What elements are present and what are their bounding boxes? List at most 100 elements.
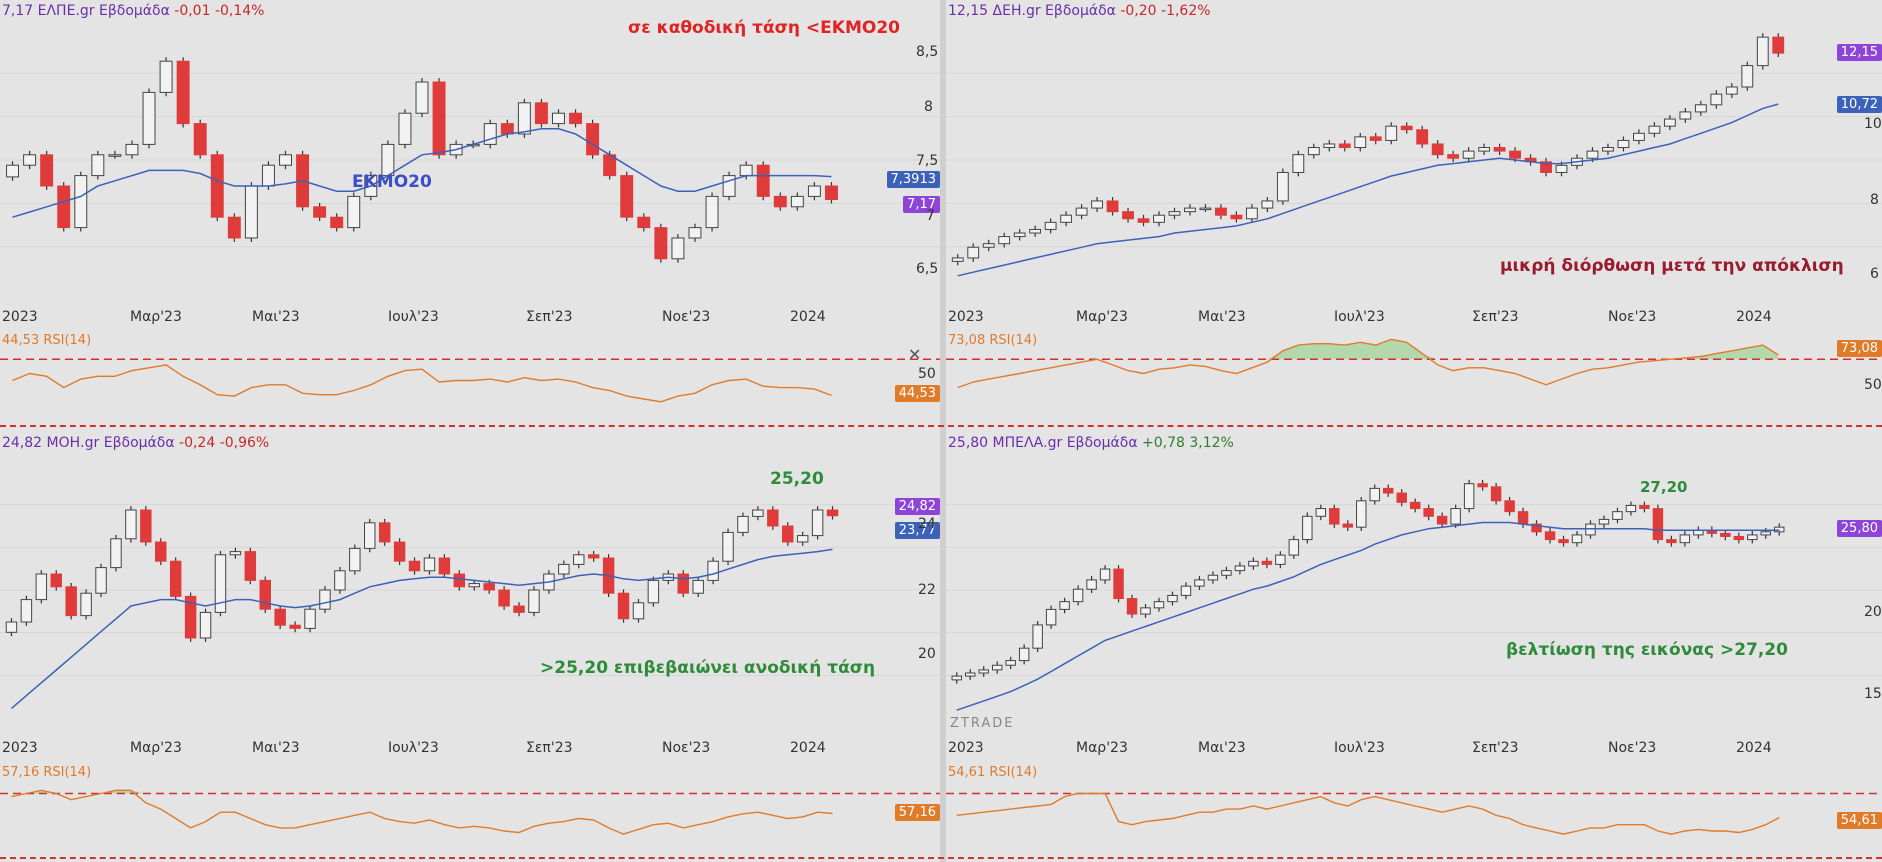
candle-body <box>807 185 821 197</box>
rsi-label: 44,53 RSI(14) <box>2 333 92 348</box>
candle-body <box>1639 504 1650 510</box>
rsi-panel-elpe[interactable]: 44,53 RSI(14) 50 44,53 <box>0 332 940 422</box>
rsi-line <box>957 338 1779 389</box>
header-symbol: ΔΕΗ.gr <box>992 3 1041 19</box>
price-tag-ma: 7,3913 <box>886 171 940 188</box>
y-tick: 7,5 <box>916 153 939 169</box>
chart-panel-mpela[interactable]: 25,80 ΜΠΕΛΑ.gr Εβδομάδα +0,78 3,12% 27,2… <box>946 432 1882 728</box>
candle-body <box>1307 147 1320 156</box>
candle-body <box>1477 483 1488 488</box>
candle-body <box>244 551 257 581</box>
price-tag-ma: 10,72 <box>1836 96 1882 113</box>
header-period: Εβδομάδα <box>1045 3 1116 19</box>
x-tick: Σεπ'23 <box>1472 309 1519 325</box>
chart-panel-moh[interactable]: 24,82 ΜΟΗ.gr Εβδομάδα -0,24 -0,96% 25,20… <box>0 432 940 728</box>
chart-panel-elpe[interactable]: 7,17 ΕΛΠΕ.gr Εβδομάδα -0,01 -0,14% σε κα… <box>0 0 940 300</box>
rsi-chart-moh[interactable] <box>0 764 940 862</box>
candle-body <box>824 185 838 201</box>
candle-body <box>1447 154 1460 159</box>
candle-body <box>1383 487 1394 494</box>
rsi-tag: 44,53 <box>894 385 940 402</box>
price-tag-last: 25,80 <box>1836 520 1882 537</box>
separator-line <box>0 857 1882 859</box>
candle-body <box>752 509 764 517</box>
candle-body <box>1029 228 1042 234</box>
candle-body <box>558 563 570 575</box>
rsi-line <box>12 364 832 403</box>
candle-body <box>393 541 406 562</box>
candle-body <box>1315 508 1327 517</box>
y-tick: 8 <box>924 99 933 115</box>
panel-divider[interactable] <box>940 0 946 862</box>
candle-body <box>5 621 18 633</box>
candle-body <box>737 515 749 533</box>
y-tick: 22 <box>918 582 936 598</box>
chart-panel-deh[interactable]: 12,15 ΔΕΗ.gr Εβδομάδα -0,20 -1,62% μικρή… <box>946 0 1882 300</box>
candle-body <box>1602 147 1614 152</box>
candle-body <box>573 554 585 565</box>
rsi-panel-moh[interactable]: 57,16 RSI(14) 57,16 <box>0 764 940 862</box>
rsi-chart-elpe[interactable] <box>0 332 940 422</box>
y-tick: 7 <box>926 208 935 224</box>
candle-body <box>1180 585 1192 596</box>
candle-body <box>1756 36 1769 67</box>
price-chart-elpe[interactable] <box>0 0 940 300</box>
candle-body <box>1741 65 1754 88</box>
rsi-chart-mpela[interactable] <box>946 764 1882 862</box>
candle-body <box>1292 154 1305 173</box>
candle-body <box>534 102 548 125</box>
x-tick: Ιουλ'23 <box>1334 740 1385 756</box>
candle-body <box>108 154 122 157</box>
candle-body <box>279 154 292 166</box>
candle-body <box>80 592 92 617</box>
candle-body <box>1275 554 1286 565</box>
candle-body <box>978 669 989 674</box>
candle-body <box>1612 511 1623 520</box>
price-chart-mpela[interactable] <box>946 432 1882 728</box>
candle-body <box>155 541 167 562</box>
candle-body <box>261 164 275 187</box>
price-chart-deh[interactable] <box>946 0 1882 300</box>
candle-body <box>1338 143 1351 149</box>
rsi-chart-deh[interactable] <box>946 332 1882 422</box>
candle-body <box>1248 560 1259 567</box>
candle-body <box>1153 214 1165 223</box>
chart-header-elpe: 7,17 ΕΛΠΕ.gr Εβδομάδα -0,01 -0,14% <box>2 3 264 19</box>
close-icon[interactable]: ✕ <box>908 345 922 364</box>
x-tick: 2024 <box>790 740 826 756</box>
candle-body <box>199 611 212 639</box>
price-chart-moh[interactable] <box>0 432 940 728</box>
rsi-panel-mpela[interactable]: 54,61 RSI(14) 54,61 <box>946 764 1882 862</box>
candle-body <box>1099 568 1111 581</box>
x-tick: Μαι'23 <box>1198 309 1246 325</box>
candle-body <box>169 560 182 597</box>
candle-body <box>57 185 71 229</box>
candle-body <box>1694 104 1707 113</box>
candle-body <box>1747 534 1758 541</box>
candle-body <box>330 216 344 229</box>
candle-body <box>528 589 540 613</box>
candle-body <box>654 227 668 260</box>
y-tick: 20 <box>1864 604 1882 620</box>
price-tag-last: 12,15 <box>1836 44 1882 61</box>
rsi-label: 73,08 RSI(14) <box>948 333 1038 348</box>
rsi-tick: 50 <box>1864 377 1882 393</box>
candle-body <box>1234 565 1246 572</box>
candle-body <box>1571 534 1583 544</box>
chart-header-moh: 24,82 ΜΟΗ.gr Εβδομάδα -0,24 -0,96% <box>2 435 269 451</box>
x-tick: 2023 <box>948 309 984 325</box>
header-symbol: ΕΛΠΕ.gr <box>37 3 95 19</box>
x-tick: Μαρ'23 <box>130 740 182 756</box>
candle-body <box>140 509 152 543</box>
candle-body <box>513 605 525 613</box>
x-tick: Ιουλ'23 <box>388 309 439 325</box>
candle-body <box>1276 171 1289 202</box>
rsi-overbought-fill <box>950 339 1779 360</box>
candle-body <box>483 123 497 145</box>
candle-body <box>688 227 702 239</box>
candle-body <box>782 525 794 543</box>
rsi-panel-deh[interactable]: 73,08 RSI(14) 50 73,08 <box>946 332 1882 422</box>
candle-body <box>569 112 583 125</box>
candle-body <box>1463 483 1475 510</box>
candle-body <box>1091 200 1103 209</box>
